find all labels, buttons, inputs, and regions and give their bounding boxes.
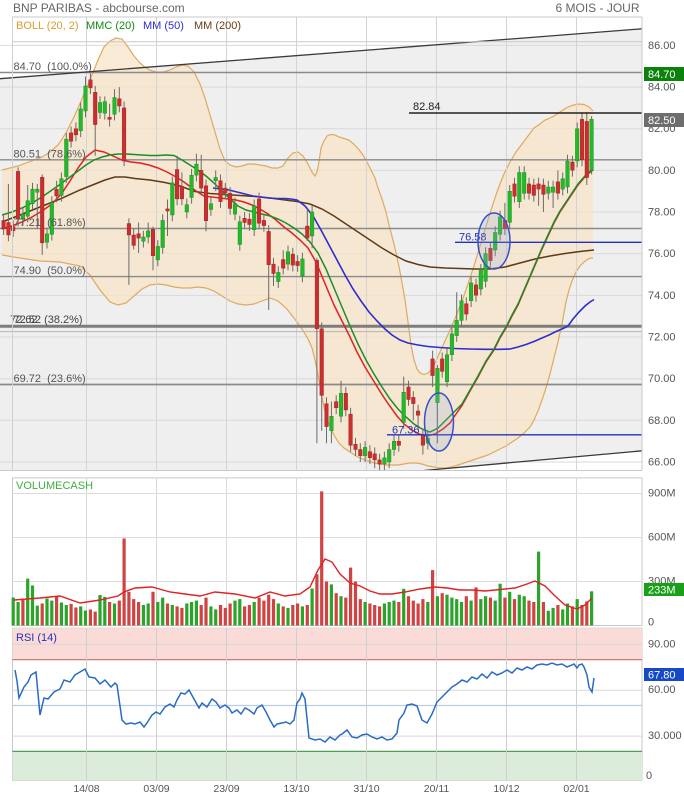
svg-text:BOLL (20, 2): BOLL (20, 2) (16, 20, 79, 32)
svg-text:6 MOIS - JOUR: 6 MOIS - JOUR (555, 1, 639, 15)
svg-text:VOLUMECASH: VOLUMECASH (16, 480, 93, 492)
svg-text:82.50: 82.50 (648, 115, 676, 127)
svg-text:77.21 (61.8%): 77.21 (61.8%) (14, 217, 86, 229)
svg-text:68.00: 68.00 (648, 415, 676, 427)
svg-text:13/10: 13/10 (283, 783, 309, 795)
svg-text:MM (200): MM (200) (194, 20, 241, 32)
svg-text:900M: 900M (648, 488, 676, 500)
svg-text:31/10: 31/10 (353, 783, 379, 795)
svg-text:600M: 600M (648, 532, 676, 544)
svg-text:84.00: 84.00 (648, 82, 676, 94)
svg-text:74.90 (50.0%): 74.90 (50.0%) (14, 265, 86, 277)
svg-text:90.00: 90.00 (648, 638, 676, 650)
svg-text:76.58: 76.58 (459, 232, 487, 244)
svg-text:86.00: 86.00 (648, 40, 676, 52)
svg-text:80.51 (78.6%): 80.51 (78.6%) (14, 148, 86, 160)
svg-text:10/12: 10/12 (493, 783, 519, 795)
svg-text:70.00: 70.00 (648, 373, 676, 385)
svg-text:233M: 233M (648, 585, 676, 597)
svg-text:MMC (20): MMC (20) (86, 20, 135, 32)
svg-text:69.72 (23.6%): 69.72 (23.6%) (14, 373, 86, 385)
svg-text:67.80: 67.80 (648, 670, 676, 682)
svg-text:RSI (14): RSI (14) (16, 632, 57, 644)
svg-text:76.00: 76.00 (648, 248, 676, 260)
svg-text:30.000: 30.000 (648, 730, 682, 742)
svg-text:0: 0 (648, 617, 654, 629)
svg-text:66.00: 66.00 (648, 457, 676, 469)
svg-text:72.62: 72.62 (10, 314, 38, 326)
svg-text:67.36: 67.36 (392, 425, 420, 437)
svg-text:78.00: 78.00 (648, 207, 676, 219)
svg-text:0: 0 (646, 770, 652, 782)
svg-text:84.70: 84.70 (648, 69, 676, 81)
svg-text:23/09: 23/09 (213, 783, 239, 795)
svg-text:60.00: 60.00 (648, 684, 676, 696)
svg-text:14/08: 14/08 (73, 783, 99, 795)
svg-text:20/11: 20/11 (424, 783, 450, 795)
svg-text:80.00: 80.00 (648, 165, 676, 177)
svg-text:84.70 (100.0%): 84.70 (100.0%) (14, 61, 92, 73)
svg-text:02/01: 02/01 (563, 783, 589, 795)
svg-text:72.00: 72.00 (648, 332, 676, 344)
svg-text:74.00: 74.00 (648, 290, 676, 302)
svg-text:03/09: 03/09 (143, 783, 169, 795)
svg-text:82.84: 82.84 (413, 101, 441, 113)
svg-text:MM (50): MM (50) (143, 20, 184, 32)
svg-text:BNP PARIBAS - abcbourse.com: BNP PARIBAS - abcbourse.com (13, 1, 185, 15)
svg-text:72.52 (38.2%): 72.52 (38.2%) (14, 314, 83, 326)
